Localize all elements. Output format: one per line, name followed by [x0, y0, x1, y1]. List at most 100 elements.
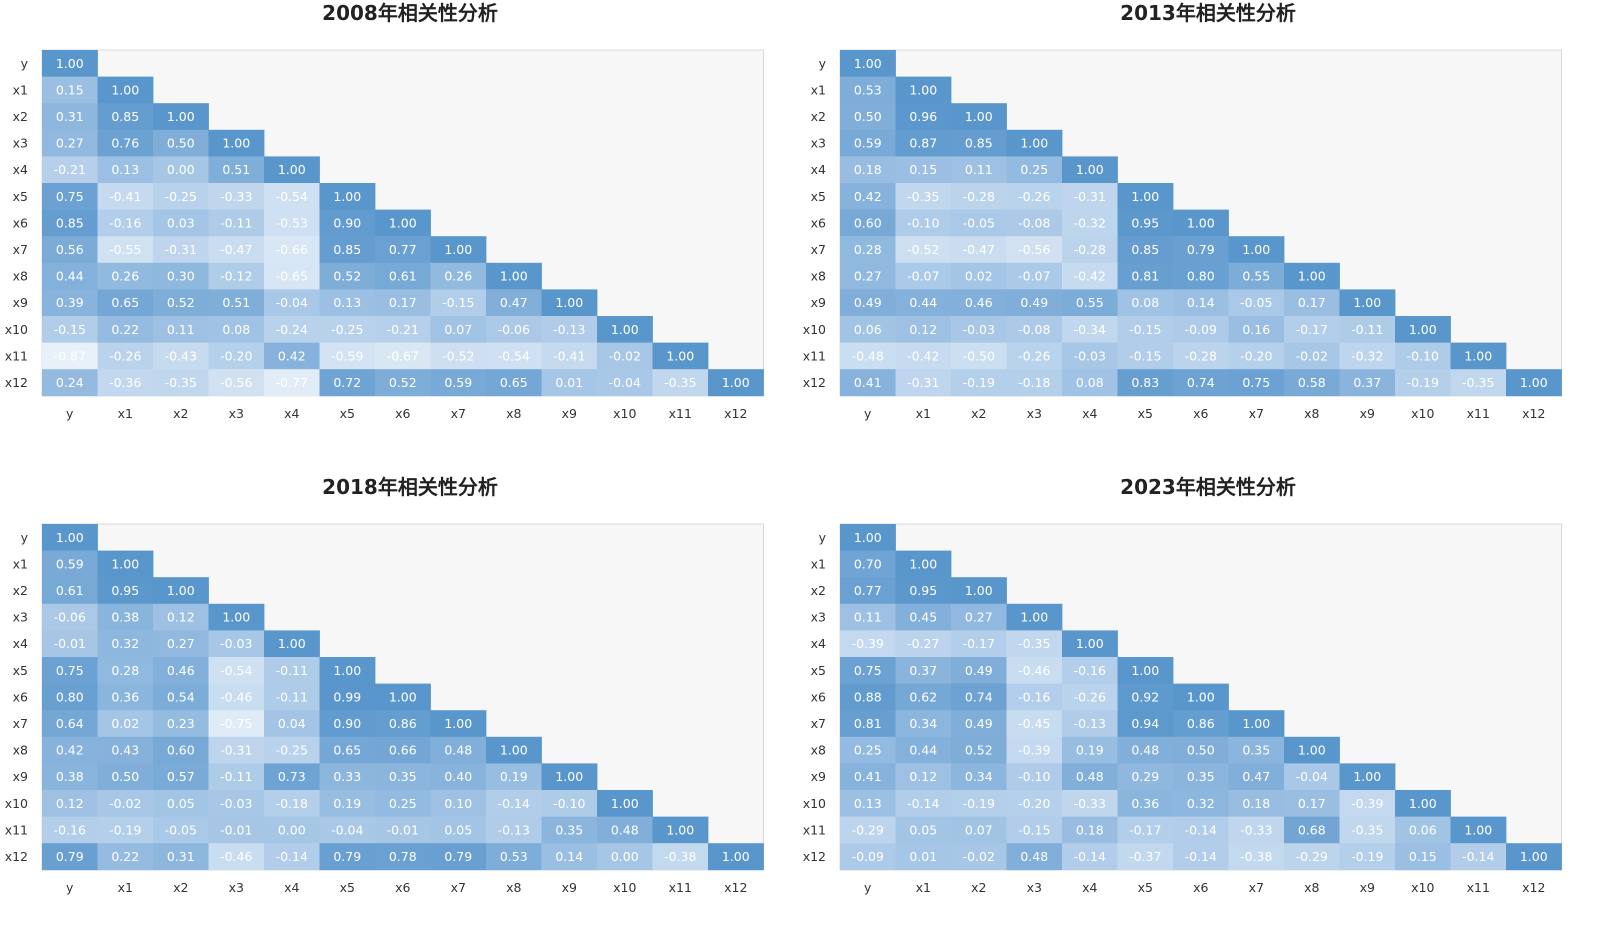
cell-label: -0.29 — [852, 822, 884, 837]
heatmap-cell — [1173, 736, 1229, 764]
cell-label: 0.92 — [1131, 689, 1159, 704]
cell-label: -0.17 — [1129, 822, 1161, 837]
heatmap-svg: 1.00 0.70 1.00 0.77 0.95 1.00 0.11 0.45 0.27 1.00… — [803, 523, 1562, 895]
y-tick-label: x1 — [811, 556, 826, 571]
heatmap-cell — [208, 736, 265, 764]
cell-label: 0.18 — [1076, 822, 1104, 837]
x-tick-label: x6 — [395, 406, 410, 421]
cell-label: 1.00 — [333, 663, 361, 678]
heatmap-cell — [951, 843, 1007, 871]
heatmap-cell — [42, 710, 98, 738]
y-tick-label: x2 — [811, 583, 826, 598]
cell-label: 1.00 — [722, 375, 750, 390]
cell-label: -0.35 — [1351, 822, 1383, 837]
heatmap-cell — [42, 369, 98, 397]
cell-label: 0.49 — [1020, 295, 1048, 310]
heatmap-cell — [597, 790, 653, 817]
heatmap-cell — [42, 550, 98, 578]
heatmap-cell — [42, 342, 98, 370]
cell-label: 0.35 — [1187, 769, 1215, 784]
heatmap-cell — [264, 657, 320, 684]
heatmap-cell — [1062, 710, 1118, 738]
heatmap-cell — [1339, 790, 1396, 817]
heatmap-cell — [375, 289, 431, 317]
cell-label: -0.18 — [276, 796, 308, 811]
heatmap-cell — [1117, 236, 1174, 264]
cell-label: -0.77 — [276, 375, 308, 390]
heatmap-cell — [1228, 289, 1285, 317]
cell-label: 0.04 — [278, 716, 306, 731]
heatmap-cell — [153, 316, 209, 343]
cell-label: 0.13 — [111, 162, 139, 177]
y-tick-label: x8 — [13, 743, 28, 758]
heatmap-cell — [1173, 262, 1229, 290]
x-tick-label: x7 — [1249, 880, 1264, 895]
heatmap-cell — [1284, 262, 1340, 290]
heatmap-cell — [541, 369, 598, 397]
cell-label: 0.27 — [167, 636, 195, 651]
cell-label: 0.19 — [333, 796, 361, 811]
heatmap-cell — [895, 316, 952, 343]
heatmap-cell — [375, 316, 431, 343]
y-tick-label: x10 — [803, 322, 826, 337]
heatmap-cell — [1339, 289, 1396, 317]
heatmap-cell — [1006, 657, 1063, 684]
heatmap-cell — [375, 369, 431, 397]
cell-label: -0.12 — [220, 269, 252, 284]
cell-label: 0.18 — [1242, 796, 1270, 811]
heatmap-cell — [1006, 156, 1063, 184]
cell-label: 0.74 — [1187, 375, 1215, 390]
y-tick-label: x5 — [13, 189, 28, 204]
heatmap-cell — [319, 843, 376, 871]
cell-label: 0.60 — [854, 215, 882, 230]
heatmap-cell — [42, 683, 98, 711]
cell-label: 0.48 — [1131, 743, 1159, 758]
heatmap-cell — [1228, 710, 1285, 738]
heatmap-cell — [153, 342, 209, 370]
x-tick-label: x1 — [916, 406, 931, 421]
cell-label: -0.21 — [387, 322, 419, 337]
heatmap-cell — [97, 657, 154, 684]
cell-label: 0.52 — [389, 375, 417, 390]
cell-label: 0.72 — [333, 375, 361, 390]
cell-label: 0.19 — [500, 769, 528, 784]
heatmap-cell — [319, 657, 376, 684]
heatmap-cell — [1395, 790, 1451, 817]
heatmap-cell — [264, 369, 320, 397]
cell-label: 1.00 — [1353, 769, 1381, 784]
cell-label: 0.80 — [1187, 269, 1215, 284]
x-tick-label: x3 — [1027, 406, 1042, 421]
heatmap-panel-2023: 2023年相关性分析 1.00 0.70 1.00 0.77 0.95 1.00 0.11 0… — [798, 474, 1598, 932]
heatmap-cell — [1284, 316, 1340, 343]
heatmap-cell — [1173, 710, 1229, 738]
cell-label: -0.75 — [220, 716, 252, 731]
heatmap-cell — [840, 843, 896, 871]
cell-label: 1.00 — [555, 295, 583, 310]
heatmap-cell — [486, 816, 542, 844]
cell-label: -0.08 — [1018, 215, 1050, 230]
cell-label: -0.16 — [109, 215, 141, 230]
cell-label: -0.46 — [1018, 663, 1050, 678]
cell-label: 0.95 — [111, 583, 139, 598]
cell-label: 0.35 — [555, 822, 583, 837]
cell-label: 0.14 — [555, 849, 583, 864]
heatmap-cell — [1117, 736, 1174, 764]
heatmap-cell — [1173, 316, 1229, 343]
heatmap-cell — [319, 790, 376, 817]
heatmap-cell — [264, 262, 320, 290]
heatmap-cell — [951, 209, 1007, 237]
cell-label: -0.15 — [442, 295, 474, 310]
cell-label: 1.00 — [1187, 215, 1215, 230]
cell-label: 0.15 — [1409, 849, 1437, 864]
cell-label: 0.87 — [909, 136, 937, 151]
heatmap-cell — [840, 524, 896, 551]
heatmap-cell — [1117, 843, 1174, 871]
cell-label: -0.52 — [907, 242, 939, 257]
cell-label: -0.50 — [963, 348, 995, 363]
cell-label: 0.17 — [389, 295, 417, 310]
heatmap-cell — [895, 129, 952, 157]
cell-label: -0.32 — [1074, 215, 1106, 230]
heatmap-cell — [1284, 342, 1340, 370]
x-tick-label: x8 — [1304, 880, 1319, 895]
cell-label: -0.15 — [54, 322, 86, 337]
